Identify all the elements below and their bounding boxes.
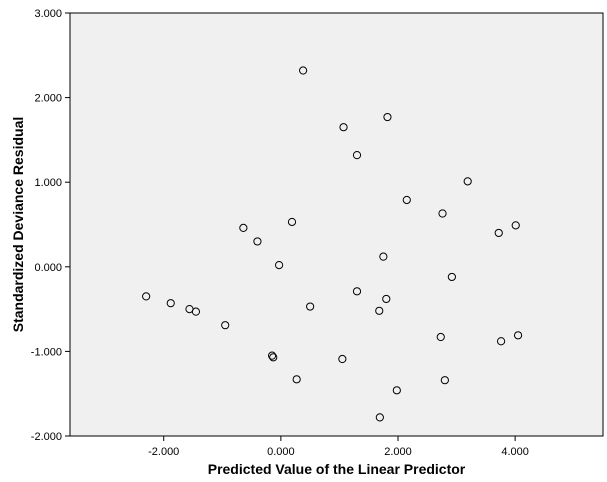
- data-point: [352, 287, 362, 296]
- data-point: [292, 375, 301, 384]
- data-point: [392, 386, 401, 395]
- data-point: [496, 337, 506, 346]
- data-point: [191, 307, 201, 316]
- data-point: [375, 413, 384, 422]
- data-points: [142, 66, 523, 422]
- data-point: [383, 112, 392, 122]
- x-tick-label: -2.000: [148, 446, 179, 458]
- data-point: [287, 217, 297, 227]
- data-point: [402, 195, 411, 205]
- data-point: [379, 252, 388, 261]
- data-point: [253, 237, 262, 246]
- y-tick-label: -1.000: [31, 346, 62, 358]
- data-point: [447, 272, 456, 282]
- data-point: [352, 151, 362, 160]
- x-axis: -2.000 0.000 2.000 4.000: [148, 436, 529, 458]
- y-tick-label: 2.000: [34, 93, 62, 105]
- x-tick-label: 2.000: [384, 446, 412, 458]
- data-point: [275, 261, 284, 270]
- data-point: [511, 221, 520, 230]
- data-point: [267, 351, 277, 360]
- data-point: [166, 299, 175, 308]
- data-point: [440, 376, 449, 385]
- data-point: [436, 332, 445, 342]
- y-tick-label: -2.000: [31, 431, 62, 443]
- data-point: [339, 123, 348, 132]
- data-point: [269, 353, 278, 362]
- data-point: [438, 209, 447, 218]
- y-axis-title: Standardized Deviance Residual: [10, 117, 26, 333]
- data-point: [239, 223, 248, 232]
- data-point: [299, 66, 308, 75]
- y-tick-label: 3.000: [34, 8, 62, 20]
- y-tick-label: 0.000: [34, 262, 62, 274]
- y-tick-label: 1.000: [34, 177, 62, 189]
- data-point: [382, 294, 391, 304]
- x-tick-label: 4.000: [501, 446, 529, 458]
- y-axis: -2.000 -1.000 0.000 1.000 2.000 3.000: [31, 8, 70, 443]
- data-point: [513, 331, 523, 340]
- plot-area: [69, 12, 604, 437]
- data-point: [463, 177, 472, 186]
- data-point: [375, 306, 384, 315]
- data-point: [306, 302, 315, 311]
- data-point: [494, 228, 503, 238]
- x-tick-label: 0.000: [267, 446, 295, 458]
- data-point: [338, 354, 347, 364]
- data-point: [142, 292, 151, 301]
- data-point: [221, 321, 230, 330]
- x-axis-title: Predicted Value of the Linear Predictor: [208, 461, 466, 477]
